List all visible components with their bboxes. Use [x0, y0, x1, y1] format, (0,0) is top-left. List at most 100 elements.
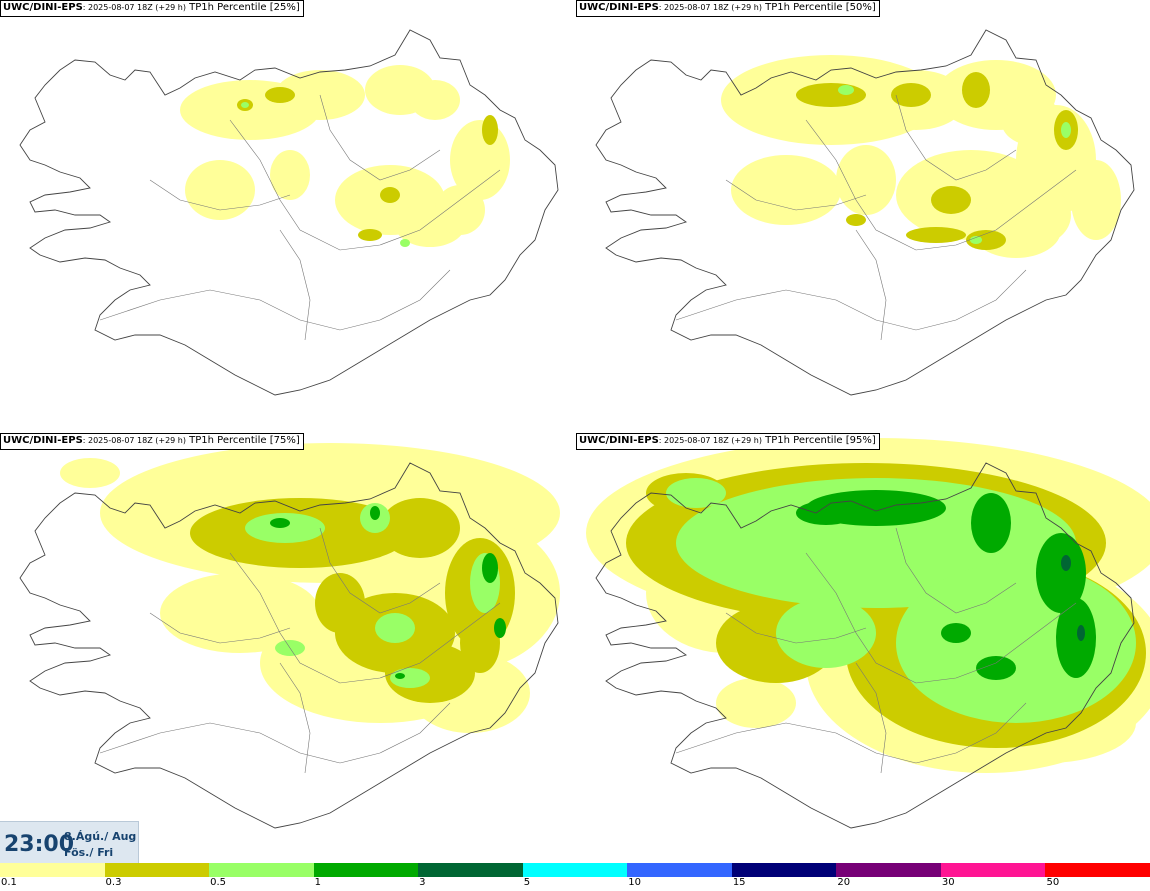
field-name: TP1h Percentile [75%] — [185, 435, 300, 446]
model-name: UWC/DINI-EPS — [579, 435, 659, 446]
precip-area — [836, 145, 896, 215]
run-info: : 2025-08-07 18Z (+29 h) — [658, 436, 762, 445]
precip-area — [666, 478, 726, 508]
precip-area — [970, 236, 982, 244]
precip-area — [962, 72, 990, 108]
road-line — [855, 229, 887, 341]
coastline — [19, 462, 559, 829]
coastline — [595, 462, 1135, 829]
legend-label: 3 — [419, 877, 426, 888]
model-name: UWC/DINI-EPS — [3, 2, 83, 13]
panel-title: UWC/DINI-EPS: 2025-08-07 18Z (+29 h) TP1… — [576, 433, 880, 450]
precip-area — [906, 227, 966, 243]
road-line — [149, 179, 291, 211]
precip-area — [482, 553, 498, 583]
precip-area — [390, 668, 430, 688]
precip-area — [185, 160, 255, 220]
map-panel-p25: UWC/DINI-EPS: 2025-08-07 18Z (+29 h) TP1… — [0, 0, 574, 431]
precip-area — [966, 230, 1006, 250]
road-line — [895, 94, 1017, 181]
map-panel-p95: UWC/DINI-EPS: 2025-08-07 18Z (+29 h) TP1… — [576, 433, 1150, 864]
precip-area — [241, 102, 249, 108]
coastline — [19, 29, 559, 396]
precip-area — [370, 506, 380, 520]
precip-area — [395, 673, 405, 679]
precip-area — [380, 498, 460, 558]
legend-swatch — [627, 863, 732, 877]
precip-area — [1036, 533, 1086, 613]
precip-area — [410, 80, 460, 120]
precip-area — [400, 239, 410, 247]
precip-area — [265, 87, 295, 103]
precip-map — [586, 438, 1150, 829]
legend-label: 0.5 — [210, 877, 226, 888]
legend-swatch — [209, 863, 314, 877]
precip-area — [482, 115, 498, 145]
road-line — [279, 229, 311, 341]
precip-area — [460, 613, 500, 673]
precip-area — [270, 518, 290, 528]
road-line — [895, 527, 1017, 614]
road-line — [675, 269, 1027, 331]
precip-area — [716, 678, 796, 728]
panel-title: UWC/DINI-EPS: 2025-08-07 18Z (+29 h) TP1… — [0, 433, 304, 450]
precip-area — [1077, 625, 1085, 641]
precip-area — [270, 150, 310, 200]
road-line — [675, 702, 1027, 764]
legend-swatch — [731, 863, 837, 877]
panel-title: UWC/DINI-EPS: 2025-08-07 18Z (+29 h) TP1… — [576, 0, 880, 17]
precip-area — [976, 656, 1016, 680]
color-scale-legend — [0, 863, 1150, 877]
legend-swatch — [0, 863, 105, 877]
road-line — [149, 612, 291, 644]
precip-area — [1071, 160, 1121, 240]
precip-area — [494, 618, 506, 638]
model-name: UWC/DINI-EPS — [3, 435, 83, 446]
legend-swatch — [1045, 863, 1150, 877]
precip-area — [796, 83, 866, 107]
run-info: : 2025-08-07 18Z (+29 h) — [82, 436, 186, 445]
precip-area — [891, 83, 931, 107]
legend-swatch — [313, 863, 419, 877]
precip-area — [1061, 122, 1071, 138]
map-panel-p75: UWC/DINI-EPS: 2025-08-07 18Z (+29 h) TP1… — [0, 433, 574, 864]
precip-area — [60, 458, 120, 488]
precip-area — [846, 214, 866, 226]
precip-area — [931, 186, 971, 214]
precip-area — [1061, 555, 1071, 571]
road-line — [99, 702, 451, 764]
color-scale-labels: 0.1 0.3 0.5 1 3 5 10 15 20 30 50 — [0, 877, 1150, 891]
precip-area — [245, 513, 325, 543]
precip-map — [595, 29, 1135, 396]
legend-swatch — [104, 863, 210, 877]
valid-date: 8.Ágú./ Aug — [64, 830, 137, 843]
legend-label: 50 — [1046, 877, 1060, 888]
road-line — [229, 119, 501, 251]
road-line — [279, 662, 311, 774]
precip-area — [838, 85, 854, 95]
road-line — [725, 179, 867, 211]
road-line — [99, 269, 451, 331]
field-name: TP1h Percentile [95%] — [761, 435, 876, 446]
legend-swatch — [836, 863, 941, 877]
precip-area — [776, 598, 876, 668]
road-line — [229, 552, 501, 684]
precip-map — [19, 29, 559, 396]
field-name: TP1h Percentile [25%] — [185, 2, 300, 13]
road-line — [855, 662, 887, 774]
precip-area — [971, 493, 1011, 553]
precip-area — [796, 501, 856, 525]
model-name: UWC/DINI-EPS — [579, 2, 659, 13]
valid-weekday: Fös./ Fri — [64, 846, 114, 859]
precip-area — [1056, 598, 1096, 678]
panel-title: UWC/DINI-EPS: 2025-08-07 18Z (+29 h) TP1… — [0, 0, 304, 17]
road-line — [319, 527, 441, 614]
map-panel-p50: UWC/DINI-EPS: 2025-08-07 18Z (+29 h) TP1… — [576, 0, 1150, 431]
road-line — [319, 94, 441, 181]
precip-area — [1001, 185, 1071, 245]
precip-area — [375, 613, 415, 643]
legend-label: 20 — [837, 877, 851, 888]
precip-area — [315, 573, 365, 633]
valid-time: 23:00 — [4, 832, 75, 857]
legend-label: 10 — [628, 877, 641, 888]
